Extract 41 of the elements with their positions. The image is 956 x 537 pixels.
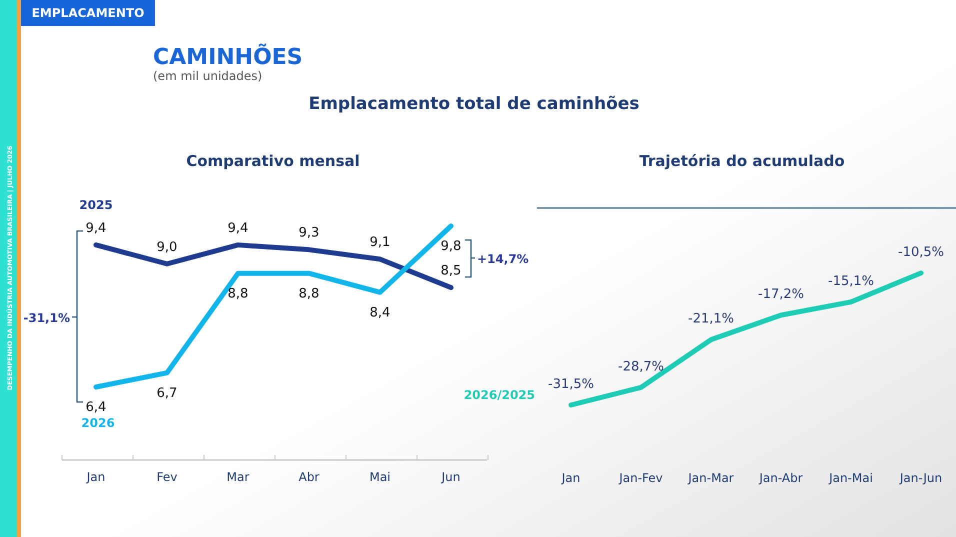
x-tick-label: Mai — [369, 470, 391, 484]
data-label: 9,0 — [156, 240, 178, 255]
text: (em mil unidades) — [153, 69, 262, 83]
text: Emplacamento total de caminhões — [308, 94, 640, 114]
x-tick-label: Jun — [440, 470, 460, 484]
x-tick-label: Mar — [226, 470, 250, 484]
x-tick-label: Fev — [156, 470, 178, 484]
chart-title: Comparativo mensal — [186, 152, 360, 170]
x-tick-label: Jan-Fev — [618, 471, 663, 485]
text: CAMINHÕES — [153, 43, 303, 70]
data-label: 9,4 — [86, 220, 106, 236]
data-label: 8,8 — [298, 286, 320, 302]
annotation: +14,7% — [477, 252, 529, 266]
data-label: -17,2% — [758, 287, 804, 302]
x-tick-label: Abr — [298, 470, 320, 484]
x-tick-label: Jan-Mar — [687, 471, 734, 485]
data-label: 9,4 — [228, 220, 248, 236]
data-label: 9,1 — [370, 235, 390, 250]
data-label: -10,5% — [898, 245, 944, 260]
data-label: 6,4 — [86, 400, 106, 415]
text: 2026 — [81, 416, 115, 430]
data-label: 9,8 — [440, 239, 462, 254]
annotation: -31,1% — [23, 311, 70, 325]
x-tick-label: Jan-Abr — [758, 471, 803, 485]
chart-title: Trajetória do acumulado — [639, 152, 845, 170]
data-label: -28,7% — [618, 359, 664, 374]
data-label: -15,1% — [828, 274, 874, 289]
data-label: 9,3 — [298, 226, 320, 241]
x-tick-label: Jan-Mai — [828, 471, 873, 485]
data-label: 6,7 — [156, 386, 178, 401]
data-label: 8,8 — [228, 286, 248, 302]
data-label: -31,5% — [548, 377, 594, 392]
data-label: 8,5 — [440, 264, 462, 279]
x-tick-label: Jan — [560, 471, 580, 485]
text: EMPLACAMENTO — [32, 6, 144, 20]
text: 2026/2025 — [464, 388, 535, 402]
x-tick-label: Jan — [86, 470, 106, 484]
data-label: -21,1% — [688, 312, 734, 327]
text: 2025 — [79, 198, 113, 212]
data-label: 8,4 — [370, 305, 390, 320]
x-tick-label: Jan-Jun — [898, 471, 942, 485]
